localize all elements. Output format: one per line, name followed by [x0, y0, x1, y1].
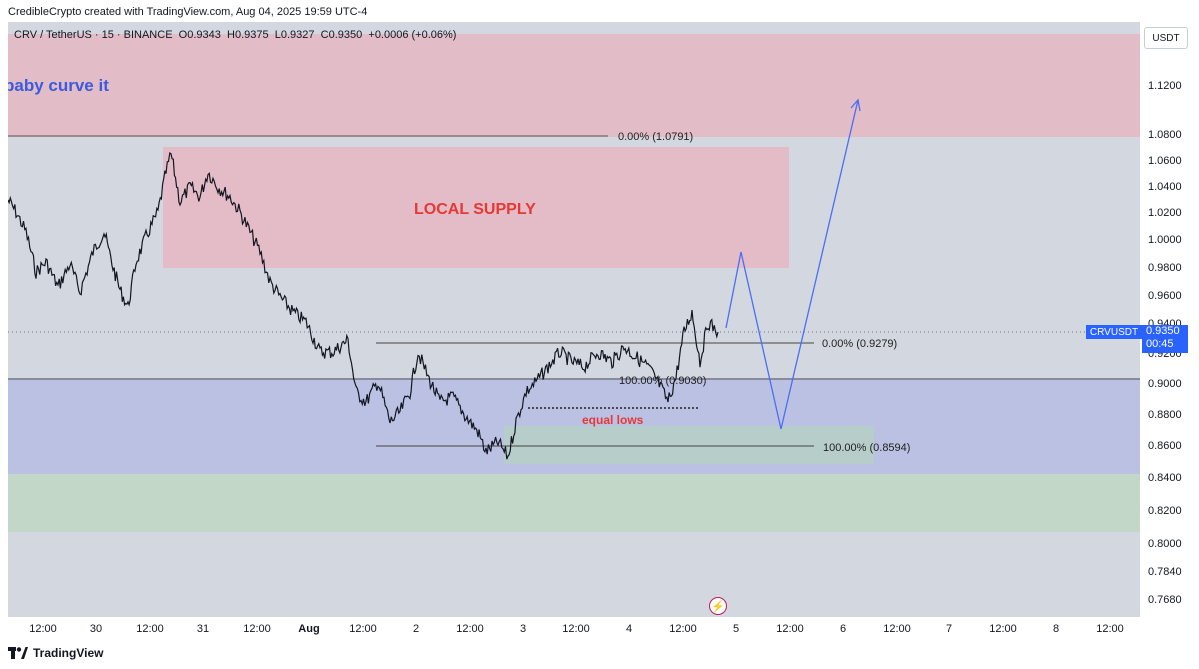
price-tick-label: 1.0400 — [1148, 181, 1182, 193]
fib-local-100-mid-label: 100.00% (0.9030) — [619, 375, 706, 387]
time-tick-label: Aug — [298, 623, 320, 635]
price-tick-label: 1.0200 — [1148, 207, 1182, 219]
time-tick-label: 12:00 — [669, 623, 697, 635]
last-price-tag: 0.9350 00:45 — [1142, 325, 1188, 353]
time-tick-label: 3 — [519, 623, 527, 635]
time-tick-label: 30 — [89, 623, 103, 635]
chart-canvas[interactable]: baby curve it LOCAL SUPPLY 0.00% (1.0791… — [8, 22, 1140, 639]
green-zone — [8, 474, 1140, 532]
price-tick-label: 0.8200 — [1148, 505, 1182, 517]
time-tick-label: 12:00 — [1096, 623, 1124, 635]
time-tick-label: 8 — [1052, 623, 1060, 635]
tradingview-logo-icon — [8, 647, 28, 659]
last-price-symbol-tag: CRVUSDT — [1086, 325, 1142, 339]
price-tick-label: 0.8600 — [1148, 440, 1182, 452]
price-tick-label: 0.9600 — [1148, 290, 1182, 302]
price-tick-label: 1.0000 — [1148, 234, 1182, 246]
low-label: L — [274, 29, 281, 41]
price-tick-label: 0.8400 — [1148, 472, 1182, 484]
time-tick-label: 7 — [945, 623, 953, 635]
time-tick-label: 4 — [625, 623, 633, 635]
fib-local-100-label: 100.00% (0.8594) — [823, 442, 910, 454]
time-tick-label: 12:00 — [883, 623, 911, 635]
time-tick-label: 12:00 — [243, 623, 271, 635]
price-tick-label: 0.8800 — [1148, 409, 1182, 421]
price-tick-label: 1.0800 — [1148, 129, 1182, 141]
high-value: 0.9375 — [234, 29, 269, 41]
local-supply-label: LOCAL SUPPLY — [414, 201, 536, 218]
close-label: C — [320, 29, 329, 41]
chart-header: CredibleCrypto created with TradingView.… — [0, 0, 1199, 22]
high-label: H — [227, 29, 235, 41]
fib-local-0-label: 0.00% (0.9279) — [822, 338, 897, 350]
time-tick-label: 12:00 — [136, 623, 164, 635]
currency-button[interactable]: USDT — [1144, 27, 1188, 49]
attribution-text: CredibleCrypto created with TradingView.… — [8, 6, 368, 18]
time-tick-label: 2 — [412, 623, 420, 635]
price-tick-label: 0.9800 — [1148, 262, 1182, 274]
price-tick-label: 0.7680 — [1148, 594, 1182, 606]
time-tick-label: 12:00 — [456, 623, 484, 635]
low-value: 0.9327 — [280, 29, 315, 41]
open-value: 0.9343 — [187, 29, 221, 41]
price-tick-label: 1.0600 — [1148, 155, 1182, 167]
price-tick-label: 0.8000 — [1148, 538, 1182, 550]
footer — [0, 639, 1199, 669]
price-tick-label: 1.1200 — [1148, 80, 1182, 92]
projection-path — [725, 99, 859, 430]
price-chart[interactable]: baby curve it LOCAL SUPPLY 0.00% (1.0791… — [8, 22, 1140, 639]
tradingview-brand: TradingView — [33, 646, 104, 660]
equal-lows-label: equal lows — [582, 413, 644, 427]
fib-top-label: 0.00% (1.0791) — [618, 131, 693, 143]
open-label: O — [178, 29, 188, 41]
time-tick-label: 5 — [732, 623, 740, 635]
close-value: 0.9350 — [328, 29, 363, 41]
equal-lows-box — [504, 426, 874, 464]
time-tick-label: 6 — [839, 623, 847, 635]
tradingview-logo[interactable]: TradingView — [8, 646, 103, 660]
price-tick-label: 0.9000 — [1148, 378, 1182, 390]
ohlc-legend: CRV / TetherUS · 15 · BINANCE O0.9343 H0… — [14, 29, 456, 41]
symbol-name[interactable]: CRV / TetherUS · 15 · BINANCE — [14, 29, 173, 41]
bar-countdown: 00:45 — [1146, 338, 1174, 350]
local-supply-zone — [163, 147, 789, 268]
time-tick-label: 12:00 — [776, 623, 804, 635]
projection-arrowhead — [850, 98, 861, 112]
flash-icon[interactable]: ⚡ — [709, 597, 727, 615]
time-tick-label: 12:00 — [349, 623, 377, 635]
upper-supply-zone — [8, 34, 1140, 137]
time-tick-label: 12:00 — [29, 623, 57, 635]
price-tick-label: 0.7840 — [1148, 566, 1182, 578]
price-series — [8, 152, 719, 460]
time-tick-label: 31 — [196, 623, 210, 635]
time-tick-label: 12:00 — [989, 623, 1017, 635]
change-value: +0.0006 (+0.06%) — [368, 29, 457, 41]
caption-text: baby curve it — [8, 76, 109, 95]
time-axis[interactable]: 12:00 30 12:00 31 12:00 Aug 12:00 2 12:00 3 12:00 4… — [8, 617, 1140, 639]
time-tick-label: 12:00 — [562, 623, 590, 635]
last-price-value: 0.9350 — [1146, 325, 1180, 337]
